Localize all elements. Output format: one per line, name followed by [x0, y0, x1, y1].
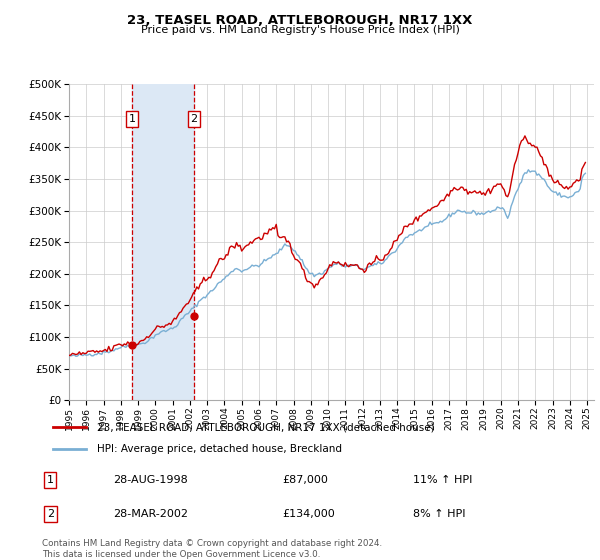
Text: 1: 1: [129, 114, 136, 124]
Text: 11% ↑ HPI: 11% ↑ HPI: [413, 475, 473, 486]
Text: £134,000: £134,000: [282, 508, 335, 519]
Text: 2: 2: [190, 114, 197, 124]
Text: 28-MAR-2002: 28-MAR-2002: [113, 508, 188, 519]
Text: 2: 2: [47, 508, 54, 519]
Text: Price paid vs. HM Land Registry's House Price Index (HPI): Price paid vs. HM Land Registry's House …: [140, 25, 460, 35]
Text: 28-AUG-1998: 28-AUG-1998: [113, 475, 188, 486]
Text: Contains HM Land Registry data © Crown copyright and database right 2024.
This d: Contains HM Land Registry data © Crown c…: [42, 539, 382, 559]
Bar: [132, 84, 194, 400]
Text: 1: 1: [47, 475, 53, 486]
Text: HPI: Average price, detached house, Breckland: HPI: Average price, detached house, Brec…: [97, 444, 341, 454]
Text: £87,000: £87,000: [282, 475, 328, 486]
Text: 23, TEASEL ROAD, ATTLEBOROUGH, NR17 1XX (detached house): 23, TEASEL ROAD, ATTLEBOROUGH, NR17 1XX …: [97, 422, 434, 432]
Text: 23, TEASEL ROAD, ATTLEBOROUGH, NR17 1XX: 23, TEASEL ROAD, ATTLEBOROUGH, NR17 1XX: [127, 14, 473, 27]
Text: 8% ↑ HPI: 8% ↑ HPI: [413, 508, 466, 519]
